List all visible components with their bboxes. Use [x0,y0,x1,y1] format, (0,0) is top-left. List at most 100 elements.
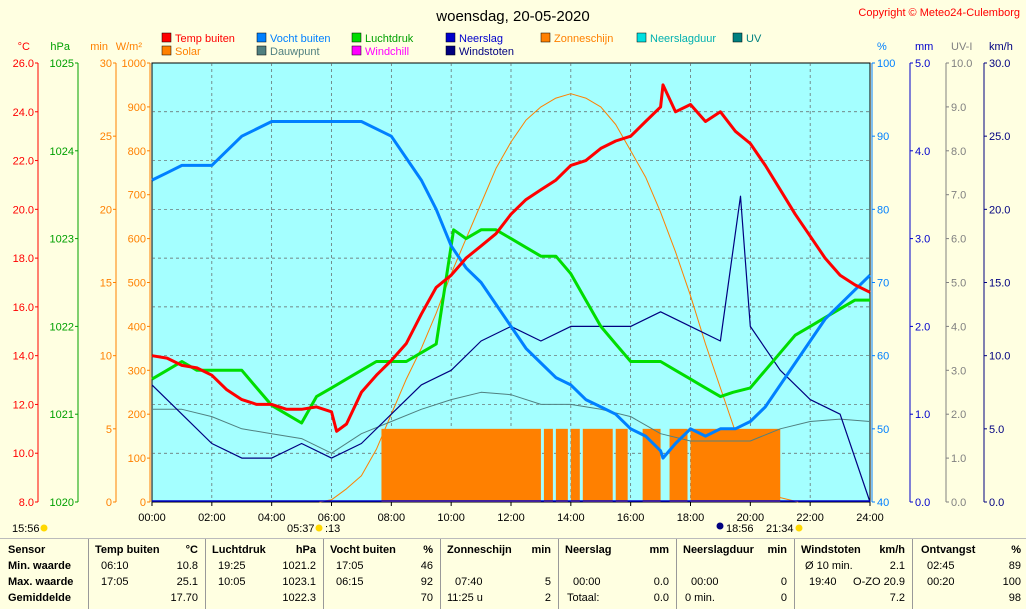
y-axis-unit: mm [915,41,933,53]
stats-col-temp: Temp buiten °C 06:10 10.8 17:05 25.1 17.… [88,539,206,609]
ontvangst-min-value: 89 [1009,560,1021,572]
druk-max-time: 10:05 [218,576,246,588]
legend-swatch [637,33,646,42]
stats-col-neerslag: Neerslag mm 00:00 0.0 Totaal: 0.0 [558,539,677,609]
y-tick-label: 300 [128,365,146,377]
y-axis-unit: hPa [50,41,70,53]
stats-col-zon: Zonneschijn min 07:40 5 11:25 u 2 [440,539,559,609]
y-tick-label: 0.0 [951,497,966,509]
zon-max-time: 07:40 [455,576,483,588]
header-neerslagduur: Neerslagduur [683,544,754,556]
legend-swatch [446,33,455,42]
y-tick-label: 1022 [50,321,74,333]
sunshine-bar [583,429,613,502]
y-tick-label: 6.0 [951,234,966,246]
y-tick-label: 100 [877,58,895,70]
x-tick-label: 04:00 [258,512,286,524]
header-temp-unit: °C [186,544,198,556]
y-tick-label: 12.0 [13,399,34,411]
header-ontvangst-unit: % [1011,544,1021,556]
neerslagduur-total-value: 0 [781,592,787,604]
ontvangst-max-value: 100 [1003,576,1021,588]
stats-col-ontvangst: Ontvangst % 02:45 89 00:20 100 98 [912,539,1026,609]
stats-col-wind: Windstoten km/h Ø 10 min. 2.1 19:40 O-ZO… [794,539,913,609]
y-tick-label: 1000 [122,58,146,70]
y-tick-label: 20.0 [989,204,1010,216]
y-tick-label: 5 [106,424,112,436]
y-tick-label: 40 [877,497,889,509]
y-tick-label: 700 [128,190,146,202]
temp-max-value: 25.1 [177,576,198,588]
y-tick-label: 0 [140,497,146,509]
y-tick-label: 1.0 [915,409,930,421]
y-tick-label: 25.0 [989,131,1010,143]
zon-max-value: 5 [545,576,551,588]
legend-label: Neerslagduur [650,33,716,45]
stats-col-neerslagduur: Neerslagduur min 00:00 0 0 min. 0 [676,539,795,609]
legend-swatch [257,46,266,55]
copyright-text: Copyright © Meteo24-Culemborg [858,7,1020,19]
y-tick-label: 10.0 [989,351,1010,363]
legend-swatch [162,46,171,55]
sun-icon [316,525,323,532]
y-tick-label: 1021 [50,409,74,421]
y-tick-label: 15.0 [989,278,1010,290]
y-tick-label: 60 [877,351,889,363]
y-axis-unit: min [90,41,108,53]
y-tick-label: 1024 [50,146,74,158]
druk-min-value: 1021.2 [282,560,316,572]
row-label-max: Max. waarde [8,576,73,588]
y-tick-label: 400 [128,321,146,333]
x-tick-label: 24:00 [856,512,884,524]
y-tick-label: 8.0 [19,497,34,509]
y-tick-label: 800 [128,146,146,158]
y-axis-unit: km/h [989,41,1013,53]
header-vocht-unit: % [423,544,433,556]
legend-label: Luchtdruk [365,33,414,45]
neerslagduur-max-time: 00:00 [691,576,719,588]
vocht-min-time: 17:05 [336,560,364,572]
y-tick-label: 24.0 [13,107,34,119]
y-tick-label: 9.0 [951,102,966,114]
y-tick-label: 500 [128,278,146,290]
x-tick-label: 14:00 [557,512,585,524]
legend-label: Vocht buiten [270,33,331,45]
zon-avg-value: 2 [545,592,551,604]
temp-avg-value: 17.70 [170,592,198,604]
y-tick-label: 0.0 [989,497,1004,509]
druk-avg-value: 1022.3 [282,592,316,604]
legend-label: Neerslag [459,33,503,45]
dawn-time: 15:56 [12,523,40,535]
legend-label: Windstoten [459,46,514,58]
druk-min-time: 19:25 [218,560,246,572]
legend-swatch [352,33,361,42]
header-wind: Windstoten [801,544,861,556]
y-tick-label: 100 [128,453,146,465]
x-tick-label: 22:00 [796,512,824,524]
y-tick-label: 26.0 [13,58,34,70]
legend-swatch [446,46,455,55]
x-tick-label: 18:00 [677,512,705,524]
header-neerslag: Neerslag [565,544,611,556]
sun-times: 15:56 05:37 :13 18:56 21:34 [12,523,803,536]
y-axis-unit: % [877,41,887,53]
legend-label: Dauwpunt [270,46,320,58]
y-tick-label: 1023 [50,234,74,246]
legend-swatch [733,33,742,42]
neerslagduur-max-value: 0 [781,576,787,588]
zon-total-time: 11:25 u [447,592,483,604]
dusk-time: 21:34 [766,523,794,535]
neerslag-total-label: Totaal: [567,592,599,604]
sunrise-time: 05:37 [287,523,315,535]
y-tick-label: 22.0 [13,156,34,168]
header-ontvangst: Ontvangst [921,544,975,556]
sunset-time: 18:56 [726,523,754,535]
chart-title: woensdag, 20-05-2020 [435,8,589,25]
y-tick-label: 8.0 [951,146,966,158]
y-tick-label: 14.0 [13,351,34,363]
neerslag-max-value: 0.0 [654,576,669,588]
y-tick-label: 30 [100,58,112,70]
y-tick-label: 900 [128,102,146,114]
y-tick-label: 4.0 [915,146,930,158]
y-tick-label: 10.0 [951,58,972,70]
